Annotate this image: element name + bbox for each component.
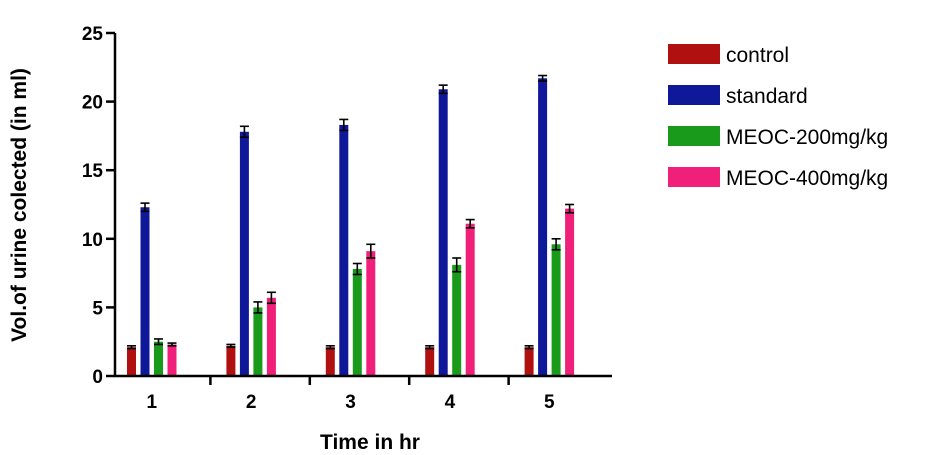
y-tick-label: 5 — [92, 298, 103, 319]
bar — [366, 251, 376, 376]
y-tick-label: 10 — [82, 230, 103, 251]
y-tick-label: 20 — [82, 93, 103, 114]
bar — [438, 89, 448, 376]
legend-swatch — [668, 85, 720, 105]
bar — [339, 124, 349, 376]
x-tick-label: 2 — [246, 392, 257, 413]
legend-swatch — [668, 126, 720, 146]
bar — [140, 207, 150, 376]
legend-label: MEOC-400mg/kg — [726, 167, 888, 190]
bar — [266, 297, 276, 376]
y-tick-label: 0 — [92, 367, 103, 388]
bar — [425, 347, 435, 376]
bar — [154, 341, 163, 376]
bar — [226, 345, 236, 376]
y-tick-label: 15 — [82, 161, 104, 182]
bar — [465, 223, 475, 376]
legend-swatch — [668, 167, 720, 187]
bar — [524, 347, 534, 376]
y-axis-title: Vol.of urine colected (in ml) — [8, 68, 31, 342]
plot-area — [127, 74, 575, 376]
x-tick-label: 5 — [544, 392, 555, 413]
bar — [127, 347, 136, 376]
bar — [239, 131, 249, 376]
bar — [551, 244, 561, 376]
legend-label: control — [726, 44, 789, 67]
bar — [167, 344, 177, 376]
x-tick-label: 3 — [345, 392, 356, 413]
axes: 0 5 10 15 20 25 1 2 3 4 5 — [82, 24, 612, 413]
bar — [352, 268, 362, 376]
legend-label: MEOC-200mg/kg — [726, 126, 888, 149]
bar — [538, 78, 548, 376]
x-axis-title: Time in hr — [320, 431, 420, 454]
legend-swatch — [668, 44, 720, 64]
legend: control standard MEOC-200mg/kg MEOC-400mg/k… — [668, 44, 888, 190]
bar — [565, 208, 575, 376]
bar — [253, 307, 263, 376]
y-tick-label: 25 — [82, 24, 104, 45]
x-tick-label: 4 — [445, 392, 456, 413]
bar — [325, 347, 335, 376]
bar — [452, 264, 462, 376]
x-tick-label: 1 — [146, 392, 157, 413]
legend-label: standard — [726, 85, 808, 108]
